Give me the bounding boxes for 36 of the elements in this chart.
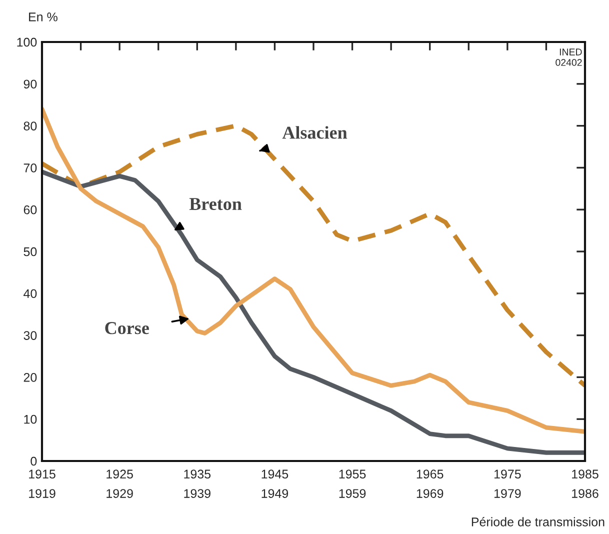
annotation: Corse (105, 322, 149, 334)
text: 1986 (572, 489, 598, 498)
y-tick-label: 80 (24, 122, 37, 130)
y-tick-label: 90 (24, 80, 37, 89)
y-axis-title: En % (29, 12, 58, 22)
x-tick-label: 1985 (572, 470, 598, 479)
x-tick-label: 1915 (29, 470, 56, 479)
text: 1969 (416, 489, 444, 498)
y-tick-label: 50 (24, 247, 37, 256)
x-tick-label: 1965 (416, 470, 444, 479)
x-tick-label: 1925 (106, 470, 133, 479)
y-tick-label: 10 (24, 414, 37, 424)
text: 1949 (262, 489, 288, 498)
x-tick-label: 1955 (339, 470, 366, 479)
annotation: Alsacien (282, 126, 348, 139)
x-tick-label: 1935 (184, 470, 211, 479)
y-tick-label: 100 (17, 38, 37, 47)
y-tick-label: 60 (24, 205, 37, 214)
text: 1979 (494, 489, 521, 498)
x-tick-label: 1945 (262, 470, 288, 479)
text: 1939 (184, 489, 210, 498)
y-tick-label: 0 (30, 456, 37, 466)
text: 1919 (29, 489, 56, 498)
y-tick-label: 70 (24, 164, 37, 172)
text: 1929 (106, 489, 133, 498)
x-tick-label: 1975 (494, 470, 521, 479)
annotation: INED 02402 (556, 48, 582, 66)
line-series (42, 170, 585, 455)
text: 1959 (339, 489, 366, 498)
y-tick-label: 20 (24, 373, 37, 382)
annotation: Breton (189, 198, 242, 210)
line-series (42, 124, 585, 388)
y-tick-label: 30 (24, 331, 37, 340)
line-series (42, 106, 585, 434)
y-tick-label: 40 (24, 289, 37, 298)
x-axis-title: Période de transmission (472, 517, 604, 526)
